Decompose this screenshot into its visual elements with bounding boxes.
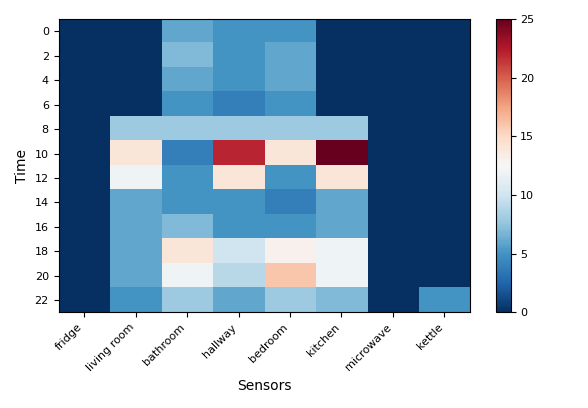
X-axis label: Sensors: Sensors bbox=[237, 379, 292, 393]
Y-axis label: Time: Time bbox=[15, 149, 29, 183]
